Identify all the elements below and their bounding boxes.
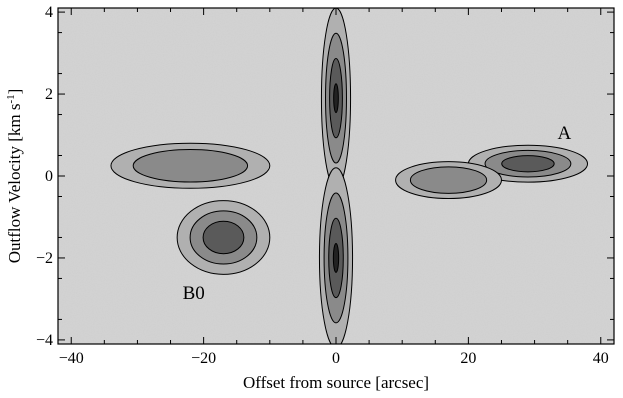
emission-right-wing bbox=[395, 161, 502, 200]
x-tick-label: 20 bbox=[460, 350, 476, 367]
y-axis-label-main: Outflow Velocity [km s bbox=[5, 104, 24, 264]
contour-level bbox=[132, 149, 249, 183]
contour-level bbox=[409, 166, 488, 194]
x-tick-label: −20 bbox=[191, 350, 216, 367]
plot-area bbox=[58, 8, 614, 344]
emission-central-jet-lower bbox=[318, 167, 354, 344]
contour-level bbox=[501, 155, 555, 173]
y-axis-label: Outflow Velocity [km s-1] bbox=[5, 89, 24, 264]
contour-level bbox=[332, 243, 340, 273]
contour-level bbox=[202, 220, 245, 255]
y-axis-label-close: ] bbox=[5, 89, 24, 95]
emission-knot-B0 bbox=[176, 200, 271, 275]
emission-central-jet-upper bbox=[320, 8, 352, 189]
y-tick-label: −4 bbox=[36, 332, 53, 349]
x-tick-label: 0 bbox=[332, 350, 340, 367]
contour-level bbox=[333, 83, 339, 114]
y-tick-label: 2 bbox=[45, 86, 53, 103]
emission-left-wing bbox=[110, 142, 271, 189]
annotation-A: A bbox=[557, 123, 571, 144]
y-tick-label: −2 bbox=[36, 250, 53, 267]
x-axis-label: Offset from source [arcsec] bbox=[243, 373, 429, 392]
annotation-B0: B0 bbox=[183, 283, 205, 304]
x-tick-label: −40 bbox=[59, 350, 84, 367]
y-tick-label: 0 bbox=[45, 168, 53, 185]
y-axis-label-sup: -1 bbox=[5, 94, 17, 103]
y-tick-label: 4 bbox=[45, 4, 53, 21]
x-tick-label: 40 bbox=[593, 350, 609, 367]
